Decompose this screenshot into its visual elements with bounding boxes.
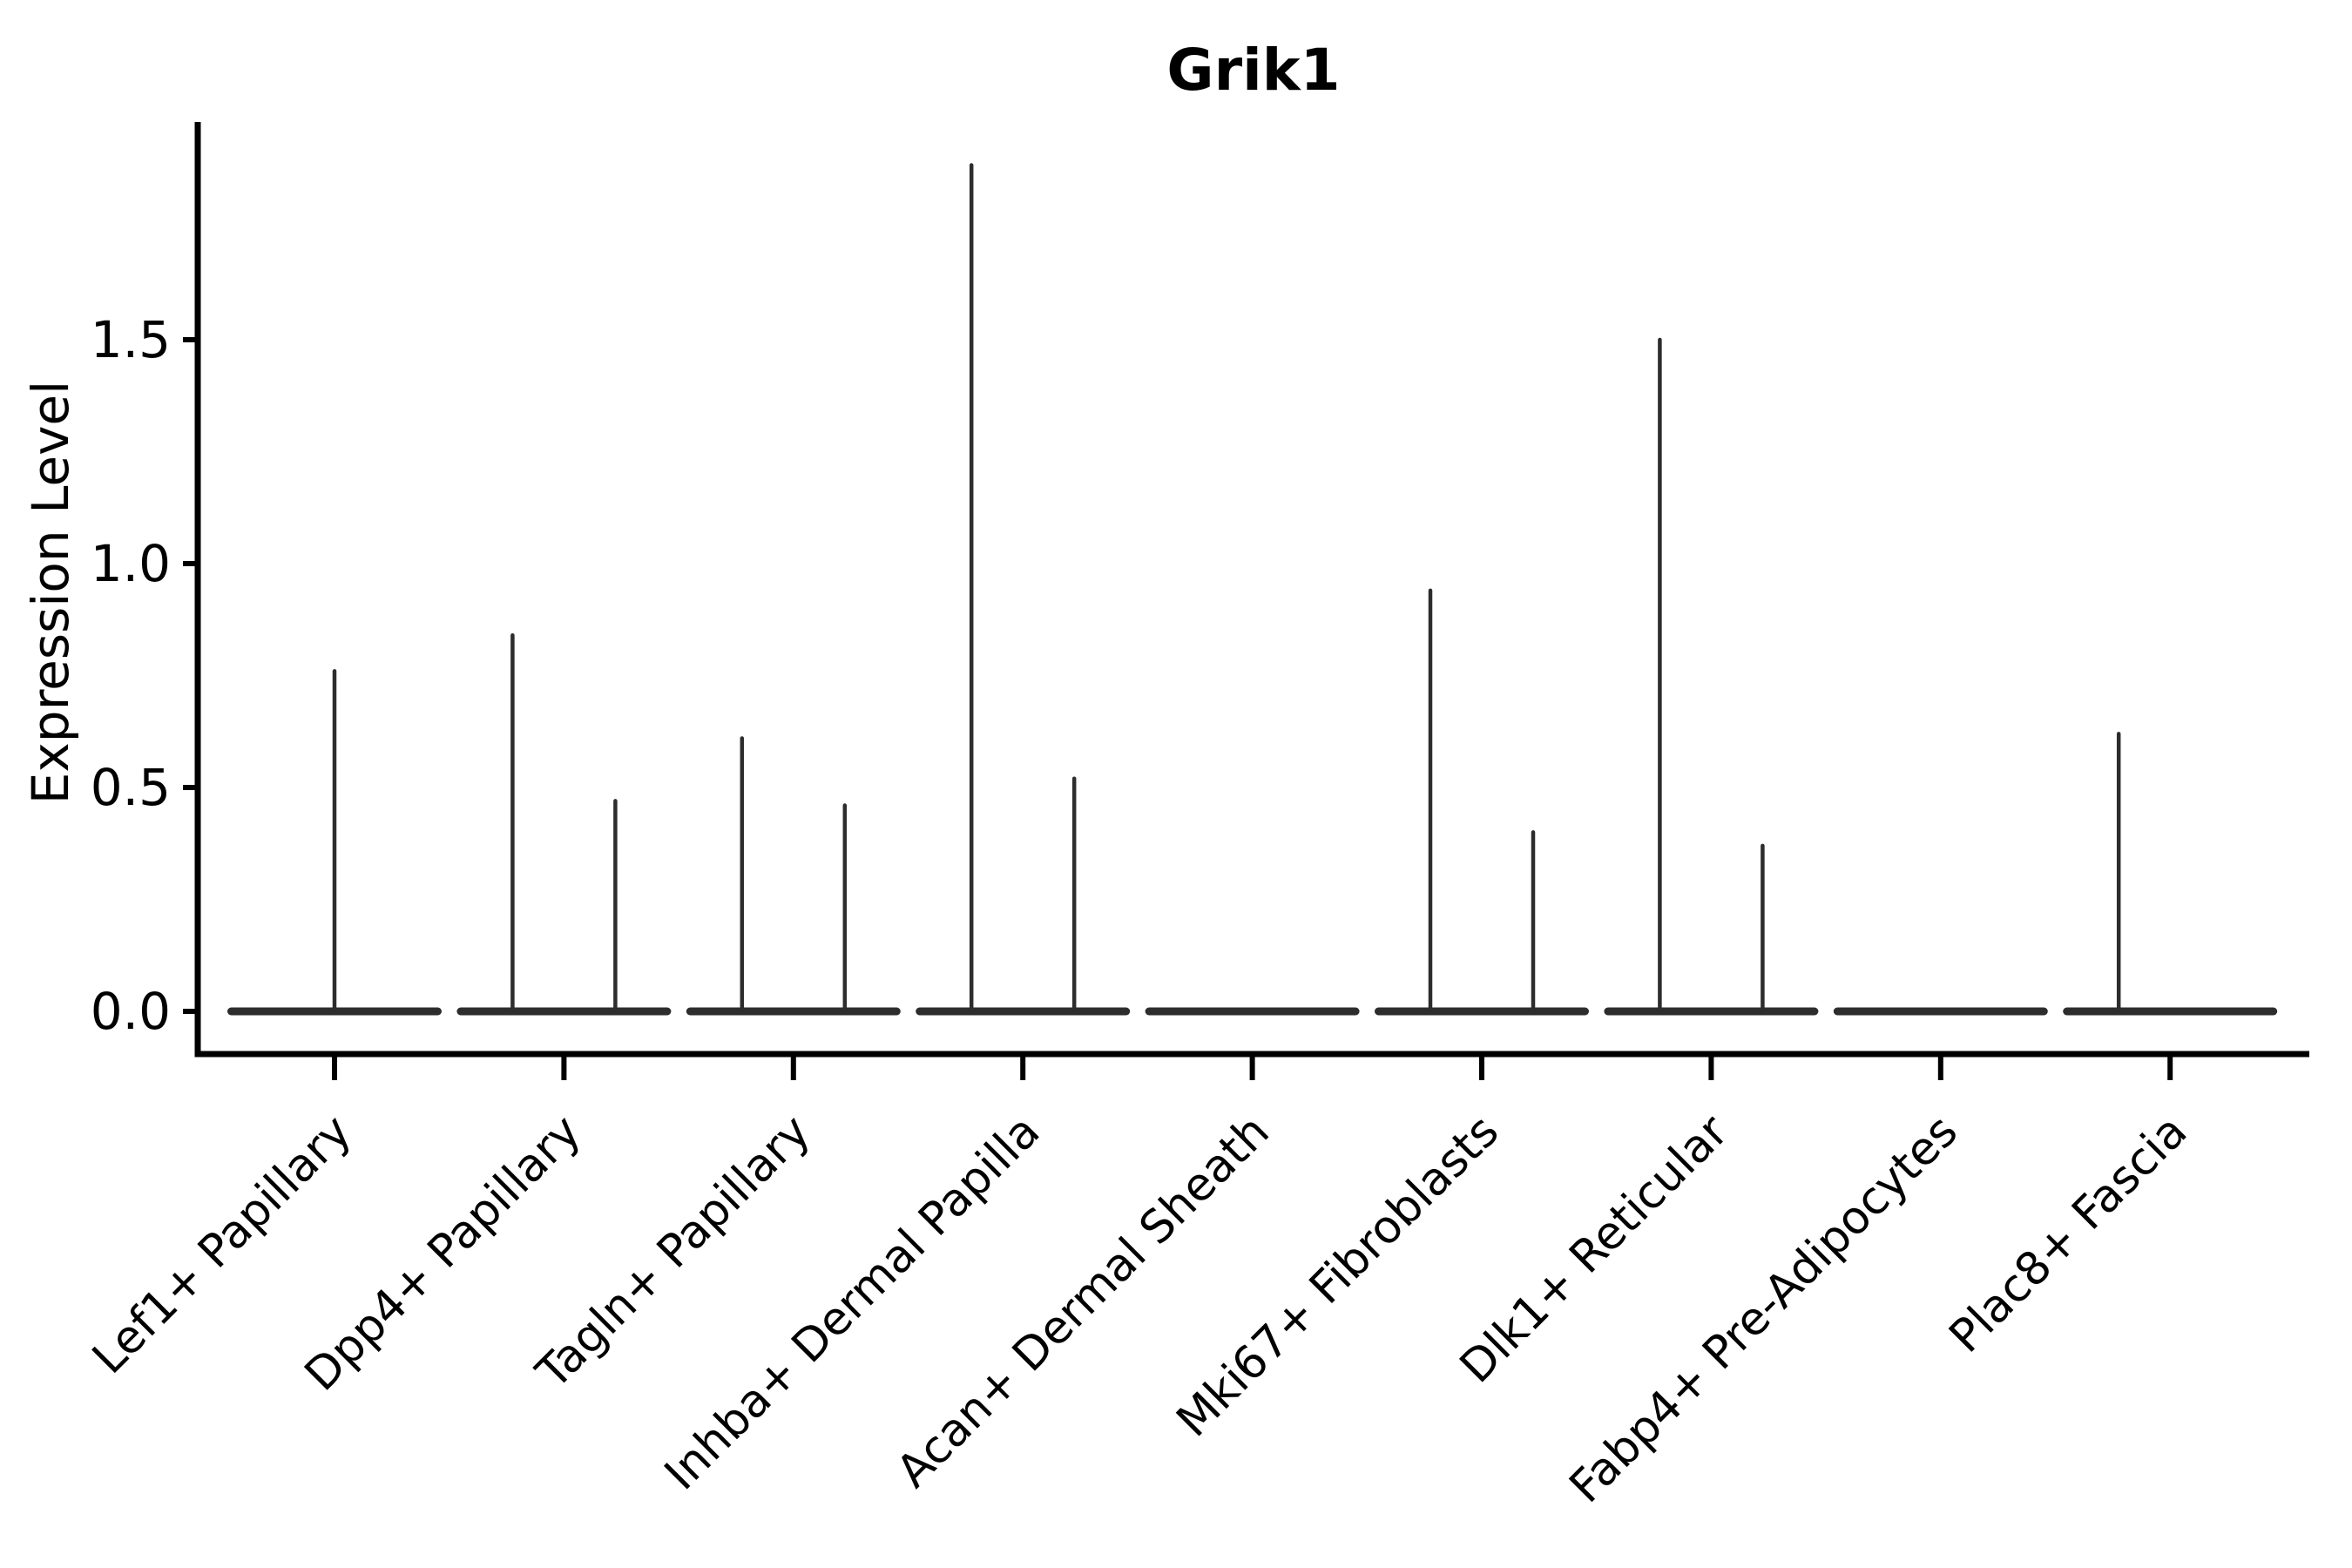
y-tick-label: 0.0	[91, 982, 171, 1041]
violins	[227, 163, 2278, 1016]
chart-title: Grik1	[1166, 37, 1340, 104]
violin	[227, 669, 442, 1016]
y-axis-label: Expression Level	[21, 381, 80, 804]
x-tick-label: Fabp4+ Pre-Adipocytes	[1560, 1105, 1968, 1513]
violin	[916, 163, 1131, 1016]
y-tick-label: 1.0	[91, 534, 171, 593]
x-tick-label: Acan+ Dermal Sheath	[887, 1105, 1280, 1498]
violin	[1604, 337, 1819, 1016]
y-tick-label: 0.5	[91, 758, 171, 817]
y-axis-ticks: 0.0 0.5 1.0 1.5	[91, 310, 196, 1041]
violin	[456, 632, 672, 1016]
violin	[2063, 732, 2278, 1016]
y-tick-label: 1.5	[91, 310, 171, 369]
violin	[1375, 588, 1589, 1016]
violin	[686, 736, 901, 1016]
x-tick-label: Inhba+ Dermal Papilla	[655, 1105, 1050, 1500]
x-tick-label: Plac8+ Fascia	[1940, 1105, 2198, 1363]
